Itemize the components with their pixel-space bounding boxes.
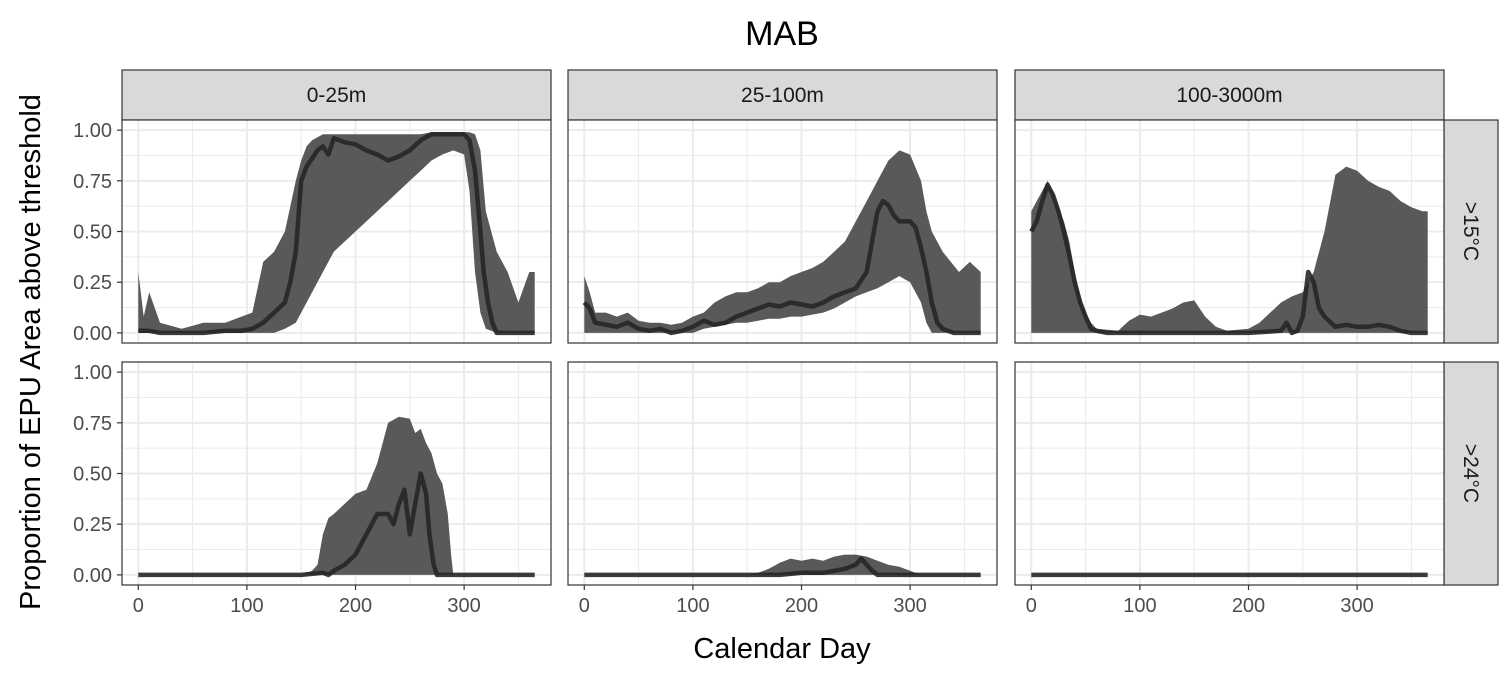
- column-strip-100-3000m: 100-3000m: [1014, 69, 1445, 121]
- column-strip-box: [121, 69, 552, 121]
- y-tick-label: 0.50: [73, 222, 112, 244]
- major-gridlines: [1015, 362, 1444, 585]
- x-tick-label: 0: [579, 595, 590, 617]
- panel-border: [567, 119, 998, 344]
- y-tick-label: 1.00: [73, 362, 112, 384]
- panel-0-25m-15-c: 0.00 0.25 0.50 0.75 1.00: [73, 119, 552, 345]
- panel-100-3000m-24-c: 0 100 200 300: [1014, 361, 1445, 617]
- column-strip-label: 100-3000m: [1176, 84, 1282, 107]
- major-gridlines: [568, 362, 997, 585]
- y-tick-label: 0.50: [73, 464, 112, 486]
- panel-100-3000m-15-c: [1014, 119, 1445, 344]
- column-strip-label: 25-100m: [741, 84, 824, 107]
- y-tick-label: 0.25: [73, 272, 112, 294]
- series-line: [138, 471, 535, 578]
- column-strip-25-100m: 25-100m: [567, 69, 998, 121]
- ribbon-band: [138, 416, 535, 575]
- ribbon-band: [584, 554, 981, 575]
- chart-title: MAB: [745, 15, 819, 53]
- x-axis-title: Calendar Day: [693, 633, 871, 665]
- x-tick-label: 200: [1232, 595, 1265, 617]
- row-strip-15-c: >15°C: [1443, 119, 1499, 344]
- x-tick-label: 100: [676, 595, 709, 617]
- column-strip-0-25m: 0-25m: [121, 69, 552, 121]
- x-tick-label: 0: [1026, 595, 1037, 617]
- y-tick-label: 0.25: [73, 514, 112, 536]
- series-line: [1029, 182, 1428, 336]
- panel-25-100m-15-c: [567, 119, 998, 344]
- x-tick-label: 100: [1123, 595, 1156, 617]
- column-strip-label: 0-25m: [307, 84, 367, 107]
- row-strip-box: [1443, 361, 1499, 586]
- row-strip-label: >24°C: [1459, 444, 1482, 503]
- x-tick-label: 300: [447, 595, 480, 617]
- x-tick-label: 300: [893, 595, 926, 617]
- ribbon-band: [138, 132, 535, 333]
- x-tick-label: 100: [230, 595, 263, 617]
- series-line: [138, 131, 535, 336]
- x-tick-label: 0: [133, 595, 144, 617]
- panels-layer: 0-25m 25-100m 100-3000m>15°C>24°C0.000.250…: [73, 69, 1499, 617]
- panel-border: [567, 361, 998, 586]
- y-tick-label: 0.75: [73, 171, 112, 193]
- row-strip-24-c: >24°C: [1443, 361, 1499, 586]
- y-tick-label: 1.00: [73, 120, 112, 142]
- y-tick-label: 0.00: [73, 565, 112, 587]
- ribbon-band: [584, 150, 981, 333]
- y-tick-label: 0.00: [73, 323, 112, 345]
- column-strip-box: [567, 69, 998, 121]
- y-axis-title: Proportion of EPU Area above threshold: [15, 94, 47, 610]
- panel-25-100m-24-c: 0 100 200 300: [567, 361, 998, 617]
- y-tick-label: 0.75: [73, 413, 112, 435]
- x-tick-label: 200: [785, 595, 818, 617]
- panel-border: [1014, 361, 1445, 586]
- x-tick-label: 300: [1340, 595, 1373, 617]
- series-line: [582, 198, 981, 336]
- x-tick-label: 200: [339, 595, 372, 617]
- panel-border: [1014, 119, 1445, 344]
- ribbon-band: [1031, 166, 1428, 333]
- row-strip-box: [1443, 119, 1499, 344]
- column-strip-box: [1014, 69, 1445, 121]
- row-strip-label: >15°C: [1459, 202, 1482, 261]
- series-line: [584, 556, 981, 578]
- panel-0-25m-24-c: 0.00 0.25 0.50 0.75 1.00 0 100 200 300: [73, 361, 552, 617]
